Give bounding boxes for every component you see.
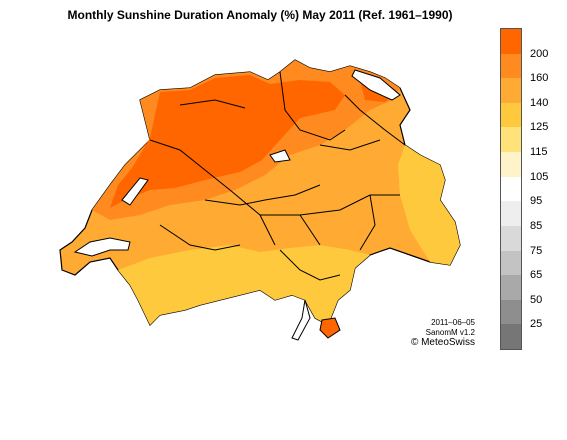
legend-tick-label: 105 — [530, 170, 549, 183]
color-legend — [500, 28, 522, 350]
map-stamp: 2011–06–05 SanomM v1.2 — [405, 318, 475, 338]
legend-tick-label: 95 — [530, 195, 543, 208]
legend-tick-label: 115 — [530, 146, 548, 159]
legend-tick-label: 50 — [530, 293, 543, 306]
anomaly-zone-125-south — [118, 245, 370, 325]
legend-swatch — [501, 225, 521, 252]
legend-swatch — [501, 250, 521, 276]
legend-tick-label: 75 — [530, 244, 543, 257]
legend-swatch — [501, 29, 521, 55]
lake-maggiore — [291, 299, 311, 341]
legend-swatch — [501, 176, 521, 202]
lake-neuchatel — [121, 177, 149, 206]
legend-tick-label: 25 — [530, 318, 543, 331]
legend-swatch — [501, 78, 521, 104]
meteoswiss-credit: © MeteoSwiss — [410, 337, 475, 348]
legend-tick-label: 125 — [530, 121, 549, 134]
lake-geneva — [73, 237, 131, 257]
anomaly-zone-125-east — [398, 145, 460, 265]
legend-swatch — [501, 127, 521, 153]
lake-lucerne — [269, 149, 291, 163]
legend-tick-label: 140 — [530, 96, 549, 109]
canton-borders — [149, 71, 406, 281]
legend-tick-label: 65 — [530, 269, 543, 282]
anomaly-zone-200-north — [110, 75, 345, 208]
anomaly-spot-200-lugano — [319, 317, 341, 339]
legend-swatch — [501, 324, 521, 350]
legend-tick-label: 200 — [530, 47, 549, 60]
legend-swatch — [501, 152, 521, 178]
legend-swatch — [501, 201, 521, 227]
legend-swatch — [501, 53, 521, 79]
legend-swatch — [501, 275, 521, 301]
map-title: Monthly Sunshine Duration Anomaly (%) Ma… — [67, 8, 453, 22]
legend-swatch — [501, 299, 521, 325]
map-version: SanomM v1.2 — [425, 328, 475, 337]
legend-tick-label: 160 — [530, 72, 549, 85]
lake-constance — [351, 69, 401, 101]
legend-tick-label: 85 — [530, 219, 543, 232]
legend-swatch — [501, 102, 521, 128]
map-date: 2011–06–05 — [431, 318, 475, 327]
